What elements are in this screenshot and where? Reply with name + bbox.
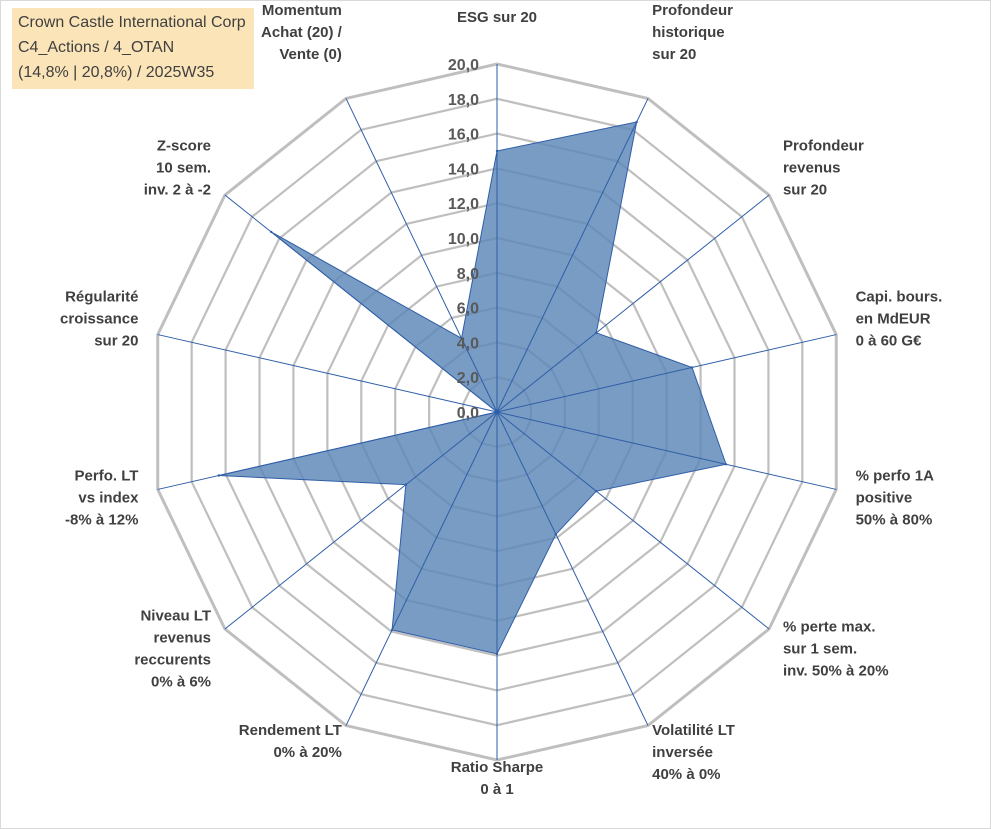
axis-label-group: Momentum Achat (20) / Vente (0) xyxy=(261,2,343,63)
axis-label-group: Rendement LT 0% à 20% xyxy=(239,722,342,761)
axis-spoke xyxy=(157,411,498,490)
axis-label: Profondeur xyxy=(652,2,733,19)
tick-label: 8,0 xyxy=(457,266,479,283)
axis-label: Niveau LT xyxy=(140,607,211,624)
axis-label: sur 1 sem. xyxy=(783,640,857,657)
axis-label: en MdEUR xyxy=(856,310,931,327)
axis-label: revenus xyxy=(783,160,841,177)
axis-label-group: Ratio Sharpe 0 à 1 xyxy=(451,759,544,798)
tick-label: 18,0 xyxy=(448,92,479,109)
axis-label: vs index xyxy=(78,490,139,507)
axis-label: Capi. bours. xyxy=(856,288,943,305)
axis-spoke xyxy=(224,411,498,630)
tick-label: 0,0 xyxy=(457,405,479,422)
axis-label: 40% à 0% xyxy=(652,766,720,783)
axis-label-group: Perfo. LT vs index -8% à 12% xyxy=(65,468,139,529)
axis-label-group: Régularité croissance sur 20 xyxy=(60,288,138,349)
axis-label: inversée xyxy=(652,744,713,761)
axis-spoke xyxy=(224,194,498,413)
axis-label: 0% à 20% xyxy=(273,744,341,761)
axis-label: inv. 50% à 20% xyxy=(783,662,889,679)
axis-spoke xyxy=(496,194,770,413)
tick-label: 6,0 xyxy=(457,301,479,318)
axis-label-group: Note ESG sur 20 xyxy=(457,1,537,26)
title-period: (14,8% | 20,8%) / 2025W35 xyxy=(18,64,215,81)
axis-label: croissance xyxy=(60,310,138,327)
axis-label: Profondeur xyxy=(783,138,864,155)
radial-tick-labels: 0,0 2,0 4,0 6,0 8,0 10,0 12,0 14,0 16,0 18,0 20,0 xyxy=(448,57,479,422)
axis-spoke xyxy=(496,98,649,413)
axis-spoke xyxy=(496,411,649,726)
axis-label-group: % perte max. sur 1 sem. inv. 50% à 20% xyxy=(783,618,889,679)
axis-label: Note xyxy=(480,1,513,4)
axis-label-group: Z-score 10 sem. inv. 2 à -2 xyxy=(144,138,211,199)
axis-label: sur 20 xyxy=(94,332,138,349)
tick-label: 16,0 xyxy=(448,127,479,144)
axis-labels: Note ESG sur 20 Profondeur historique sur 20… xyxy=(60,1,942,798)
axis-label-group: Niveau LT revenus reccurents 0% à 6% xyxy=(134,607,211,690)
axis-label: historique xyxy=(652,24,725,41)
axis-label: -8% à 12% xyxy=(65,512,138,529)
axis-label: 10 sem. xyxy=(156,160,211,177)
axis-label: Ratio Sharpe xyxy=(451,759,544,776)
tick-label: 20,0 xyxy=(448,57,479,74)
tick-label: 4,0 xyxy=(457,335,479,352)
axis-spoke xyxy=(157,334,498,413)
axis-label-group: % perfo 1A positive 50% à 80% xyxy=(856,468,935,529)
axis-label: Perfo. LT xyxy=(75,468,139,485)
axis-label: Régularité xyxy=(65,288,138,305)
axis-label: positive xyxy=(856,490,913,507)
axis-spoke xyxy=(345,98,498,413)
axis-label: sur 20 xyxy=(652,46,696,63)
tick-label: 10,0 xyxy=(448,231,479,248)
axis-label-group: Profondeur historique sur 20 xyxy=(652,2,733,63)
axis-label: inv. 2 à -2 xyxy=(144,182,211,199)
title-category: C4_Actions / 4_OTAN xyxy=(18,39,175,56)
axis-label: Achat (20) / xyxy=(261,24,343,41)
tick-label: 14,0 xyxy=(448,161,479,178)
axis-spoke xyxy=(496,334,837,413)
axis-label: Z-score xyxy=(157,138,211,155)
axis-label: reccurents xyxy=(134,651,211,668)
title-company: Crown Castle International Corp xyxy=(18,14,246,31)
axis-label: Volatilité LT xyxy=(652,722,735,739)
radar-spokes xyxy=(157,64,837,760)
axis-spoke xyxy=(345,411,498,726)
axis-label-group: Volatilité LT inversée 40% à 0% xyxy=(652,722,735,783)
axis-label: 50% à 80% xyxy=(856,512,933,529)
axis-label: ESG sur 20 xyxy=(457,9,537,26)
axis-label: % perfo 1A xyxy=(856,468,935,485)
axis-spoke xyxy=(496,411,837,490)
axis-label: 0% à 6% xyxy=(151,673,211,690)
axis-label: Rendement LT xyxy=(239,722,342,739)
tick-label: 12,0 xyxy=(448,196,479,213)
axis-label: % perte max. xyxy=(783,618,876,635)
tick-label: 2,0 xyxy=(457,370,479,387)
axis-label: Vente (0) xyxy=(279,46,342,63)
chart-title-box: Crown Castle International Corp C4_Actio… xyxy=(12,8,254,89)
axis-label: Momentum xyxy=(262,2,342,19)
axis-label-group: Profondeur revenus sur 20 xyxy=(783,138,864,199)
axis-label: sur 20 xyxy=(783,182,827,199)
axis-spoke xyxy=(496,411,770,630)
axis-label: 0 à 60 G€ xyxy=(856,332,923,349)
axis-label: revenus xyxy=(153,629,211,646)
axis-label: 0 à 1 xyxy=(480,781,513,798)
axis-label-group: Capi. bours. en MdEUR 0 à 60 G€ xyxy=(856,288,943,349)
